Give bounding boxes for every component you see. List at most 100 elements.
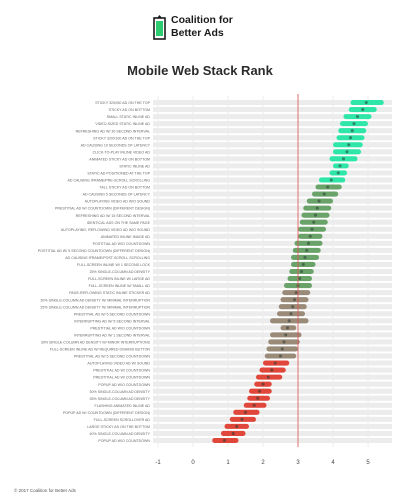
row-label: AD CAUSING IFRAME/PRE-SCROLL SCROLLING [67,179,150,183]
row-band [153,283,392,289]
row-label: SMALL STATIC INLINE AD [107,115,151,119]
row-label: STATIC INLINE AD [119,164,150,168]
logo-line-2: Better Ads [171,27,224,39]
data-point [303,255,307,259]
data-point [294,291,298,295]
row-label: AUTOPLAYING VIDEO AD W/O SOUND [85,200,151,204]
row-label: AD CAUSING 10 SECONDS OF LATENCY [81,143,151,147]
data-point [243,410,248,414]
row-label: PRESTITIAL AD W/ COUNTDOWN [93,376,150,380]
row-band [153,416,392,422]
data-point [287,319,291,323]
row-band [153,254,392,260]
row-band [153,156,392,162]
row-band [153,121,392,127]
row-band [153,388,392,394]
row-label: POSTITIAL AD W/O COUNTDOWN [93,242,151,246]
row-band [153,304,392,310]
data-point [273,361,277,365]
data-point [252,403,256,407]
data-point [317,199,321,203]
row-label: AD CAUSING 5 SECONDS OF LATENCY [83,193,151,197]
row-band [153,99,392,106]
data-point [301,262,305,267]
row-label: ANIMATED STICKY AD ON BOTTOM [89,157,150,161]
x-tick-label: 1 [226,460,230,466]
row-label: VIDEO-SIZED STATIC INLINE AD [95,122,150,126]
row-band [153,205,392,211]
row-label: INTERRUPTING AD W/ 1 SECOND INTERVAL [74,333,150,337]
footer-copyright: © 2017 Coalition for Better Ads [14,488,76,493]
data-point [270,368,274,372]
row-band [153,437,392,444]
row-band [153,184,392,190]
row-label: PRESTITIAL AD W/O COUNTDOWN [90,326,150,330]
row-label: 30% SINGLE-COLUMN AD DENSITY [89,390,150,394]
row-label: FULL-SCREEN SCROLLOVER AD [94,418,151,422]
coalition-logo-icon [153,15,166,40]
data-point [284,333,288,337]
row-band [153,268,392,275]
row-band [153,402,392,408]
row-band [153,177,392,183]
row-label: 35% SINGLE-COLUMN AD DENSITY [89,397,150,401]
data-point [306,241,311,245]
data-point [235,424,239,428]
data-point [261,382,265,386]
row-band [153,149,392,155]
row-band [153,297,392,303]
row-label: PRESTITIAL AD W/ 5 SECOND COUNTDOWN [74,355,151,359]
row-label: FULL-SCREEN INLINE W/ 1 SECOND LOCK [77,263,151,267]
data-point [345,150,349,154]
data-point [312,220,316,224]
data-point [355,115,360,119]
data-point [348,136,353,140]
data-point [278,354,283,358]
x-tick-label: 0 [191,460,195,466]
row-label: REFRESHING AD W/ 15 SECOND INTERVAL [76,214,150,218]
x-tick-label: 5 [366,460,370,466]
data-point [338,164,342,168]
row-band [153,142,392,148]
row-band [153,423,392,429]
row-label: STICKY AD ON BOTTOM [109,108,150,112]
row-band [153,198,392,204]
data-point [329,178,333,182]
row-band [153,170,392,176]
row-label: ANIMATED INLINE IMAGE AD [101,235,151,239]
data-point [341,157,346,161]
logo-line-1: Coalition for [171,14,233,26]
row-label: AD CAUSING IFRAME/POST-SCROLL SCROLLING [65,256,150,260]
row-label: INTERRUPTING AD W/ 5 SECOND INTERVAL [74,319,150,323]
row-label: POSTITIAL AD W/ 5 SECOND COUNTDOWN (DIFF… [38,249,150,253]
data-point [282,340,286,344]
data-point [222,438,227,443]
data-point [322,192,326,196]
x-tick-label: 3 [296,460,300,466]
row-label: FULL-SCREEN INLINE AD W/ REQUIRED DISMIS… [50,348,151,352]
row-band [153,107,392,113]
data-point [266,375,270,379]
data-point [280,347,284,351]
data-point [240,417,244,421]
row-label: PRESTITIAL AD W/ 5 SECOND COUNTDOWN [74,312,151,316]
brand-logo: Coalition for Better Ads [152,14,262,44]
row-band [153,261,392,267]
data-point [289,312,293,316]
row-band [153,381,392,387]
x-tick-label: 4 [331,460,335,466]
data-point [292,298,297,302]
row-label: 40% SINGLE-COLUMN AD DENSITY [89,432,150,436]
row-band [153,128,392,134]
row-label: TALL STICKY AD ON BOTTOM [99,186,150,190]
row-band [153,163,392,169]
row-label: 30% SINGLE-COLUMN AD DENSITY W/ MINOR IN… [41,341,151,345]
row-band [153,409,392,415]
row-label: FULL-SCREEN INLINE W/ LARGE AD [88,277,150,281]
data-point [305,248,309,252]
row-band [153,212,392,218]
data-point [231,431,235,435]
row-label: POPUP AD W/O COUNTDOWN [98,383,150,387]
data-point [336,171,340,175]
